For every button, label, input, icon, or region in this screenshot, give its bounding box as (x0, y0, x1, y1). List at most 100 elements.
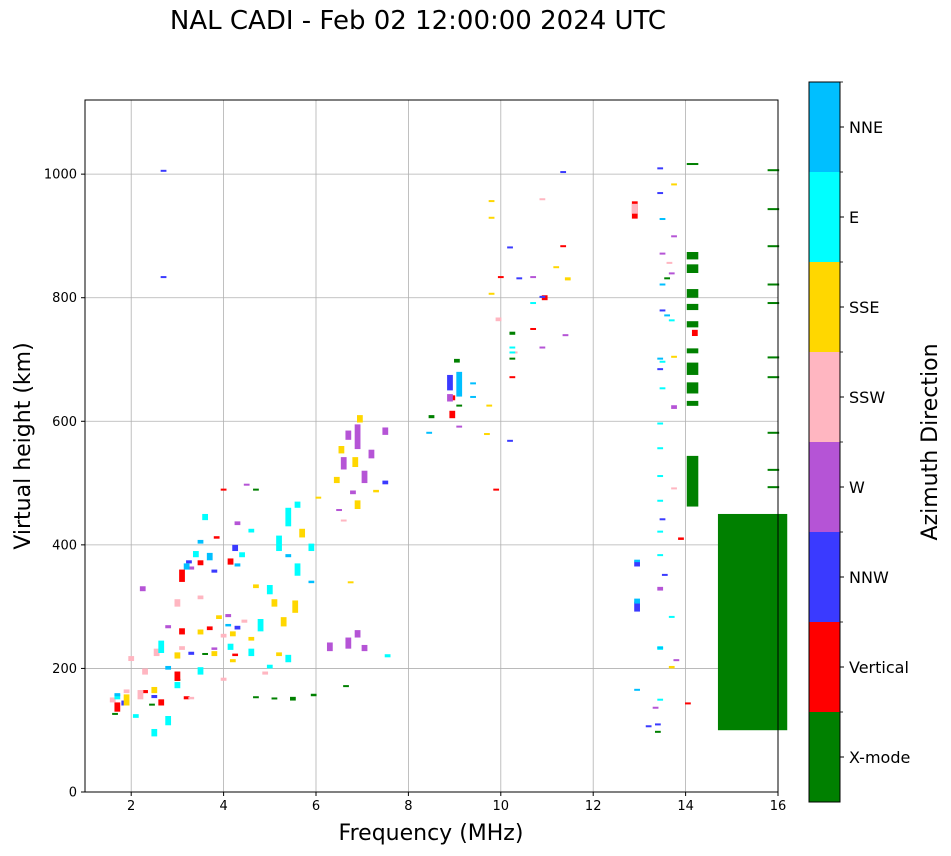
data-point (165, 716, 172, 726)
data-point (139, 586, 146, 592)
data-point (183, 563, 190, 570)
data-point (308, 543, 315, 552)
colorbar-frame (808, 81, 841, 803)
data-point (347, 581, 354, 584)
data-point (686, 289, 699, 298)
data-point (539, 198, 546, 201)
data-point (290, 696, 296, 701)
colorbar-label: W (849, 478, 865, 497)
data-point (285, 554, 292, 558)
data-point (447, 374, 453, 391)
data-point (174, 682, 181, 689)
data-point (197, 667, 204, 675)
data-point (509, 376, 516, 379)
data-point (634, 598, 640, 604)
colorbar-label: NNW (849, 568, 889, 587)
data-point (285, 654, 292, 663)
data-point (668, 665, 675, 669)
data-point (652, 706, 659, 709)
data-point (336, 509, 342, 512)
series-sse (123, 183, 677, 706)
y-tick-label: 1000 (44, 168, 77, 183)
data-point (495, 317, 502, 322)
data-point (767, 356, 780, 359)
data-point (657, 475, 664, 478)
data-point (530, 276, 537, 279)
data-point (661, 573, 668, 576)
data-point (165, 665, 172, 670)
data-point (767, 486, 780, 489)
data-point (213, 536, 220, 539)
data-point (165, 625, 172, 629)
data-point (456, 425, 463, 428)
data-point (426, 431, 433, 434)
data-point (673, 659, 680, 662)
data-point (488, 216, 495, 219)
series-w (139, 235, 680, 709)
colorbar-segment (809, 532, 840, 622)
data-point (530, 327, 537, 330)
data-point (657, 586, 664, 591)
data-point (350, 490, 356, 495)
data-point (659, 518, 666, 521)
data-point (179, 628, 185, 635)
data-point (160, 169, 167, 172)
data-point (686, 362, 699, 375)
y-tick-label: 400 (52, 538, 77, 553)
data-point (454, 358, 460, 363)
data-point (449, 410, 456, 419)
data-point (206, 552, 213, 561)
data-point (634, 559, 640, 563)
data-point (179, 646, 185, 650)
data-point (137, 690, 144, 700)
data-point (507, 246, 513, 249)
data-point (179, 569, 185, 582)
data-point (253, 488, 259, 491)
data-point (657, 554, 664, 557)
data-point (657, 530, 664, 533)
data-point (253, 584, 259, 589)
data-point (326, 642, 333, 652)
data-point (220, 488, 227, 491)
data-point (354, 630, 361, 638)
data-point (197, 595, 204, 600)
series-ssw (109, 198, 677, 703)
data-point (354, 424, 361, 450)
data-point (229, 659, 236, 663)
data-point (657, 192, 664, 195)
data-point (678, 537, 684, 540)
data-point (271, 697, 278, 700)
series-nnw (121, 167, 668, 728)
data-point (340, 519, 347, 522)
data-point (225, 623, 232, 627)
data-point (234, 563, 241, 567)
data-point (361, 644, 368, 652)
series-e (114, 302, 675, 737)
data-point (114, 694, 121, 700)
data-point (188, 651, 195, 655)
data-point (560, 171, 567, 174)
data-point (671, 355, 677, 358)
data-point (686, 400, 699, 406)
data-point (553, 266, 560, 269)
colorbar-segment (809, 712, 840, 802)
data-point (664, 277, 671, 280)
data-point (197, 539, 204, 544)
colorbar-segment (809, 172, 840, 262)
series-vertical (114, 201, 698, 712)
data-point (497, 276, 504, 279)
data-point (456, 404, 463, 407)
data-point (308, 580, 315, 584)
data-point (657, 698, 664, 701)
data-point (202, 652, 209, 655)
data-point (767, 376, 780, 379)
data-point (357, 415, 363, 423)
data-point (174, 671, 181, 681)
data-point (151, 728, 158, 737)
data-point (634, 601, 640, 612)
grid-lines (85, 100, 779, 793)
data-point (292, 600, 299, 613)
data-point (266, 585, 273, 595)
colorbar-segment (809, 622, 840, 712)
y-tick-label: 200 (52, 662, 77, 677)
